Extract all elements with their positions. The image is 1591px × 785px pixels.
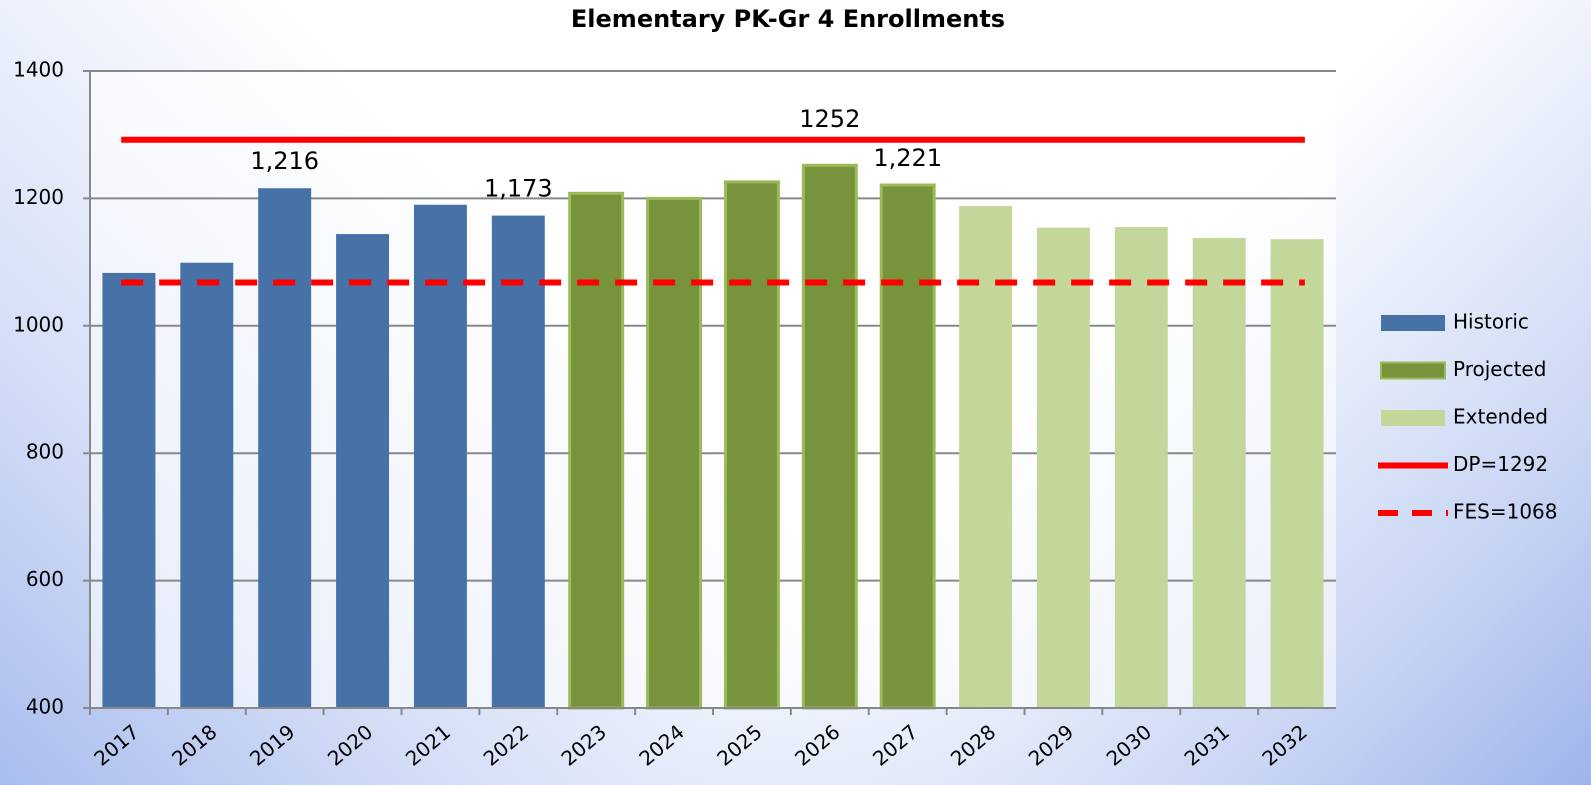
x-tick-label: 2025 (712, 720, 766, 771)
bar (180, 262, 234, 708)
bar (879, 183, 936, 710)
x-tick-label: 2020 (323, 720, 377, 771)
legend-label: FES=1068 (1453, 500, 1558, 524)
x-tick-label: 2028 (946, 720, 1000, 771)
y-tick-label: 1000 (13, 312, 64, 336)
legend-label: Extended (1453, 405, 1548, 429)
data-label: 1,173 (484, 175, 553, 203)
y-tick-label: 1400 (13, 58, 64, 82)
bar (959, 206, 1013, 708)
bar (491, 215, 545, 708)
y-tick-label: 1200 (13, 185, 64, 209)
x-tick-label: 2018 (167, 720, 221, 771)
x-tick-label: 2031 (1180, 720, 1234, 771)
x-tick-label: 2027 (868, 720, 922, 771)
bar (1036, 227, 1090, 708)
bar (1270, 239, 1324, 708)
legend-swatch (1380, 361, 1446, 380)
x-tick-label: 2029 (1024, 720, 1078, 771)
legend-swatch (1381, 410, 1445, 426)
x-tick-label: 2026 (790, 720, 844, 771)
data-label: 1252 (799, 105, 860, 133)
y-tick-label: 600 (26, 567, 64, 591)
bar (568, 191, 625, 710)
x-tick-label: 2030 (1102, 720, 1156, 771)
legend-label: Projected (1453, 357, 1546, 381)
data-label: 1,221 (873, 144, 942, 172)
x-tick-label: 2019 (245, 720, 299, 771)
bar (1114, 227, 1168, 708)
legend-label: DP=1292 (1453, 452, 1548, 476)
x-tick-label: 2032 (1257, 720, 1311, 771)
data-label: 1,216 (250, 147, 319, 175)
x-tick-label: 2023 (557, 720, 611, 771)
bar (801, 163, 858, 710)
legend-swatch (1381, 315, 1445, 331)
bar (336, 234, 390, 708)
bar (413, 204, 467, 708)
bar (723, 180, 780, 710)
x-tick-label: 2017 (89, 720, 143, 771)
y-tick-label: 800 (26, 440, 64, 464)
y-tick-label: 400 (26, 695, 64, 719)
bar (646, 196, 703, 710)
bar (102, 272, 156, 708)
bar (1192, 237, 1246, 709)
legend-label: Historic (1453, 310, 1529, 334)
x-tick-label: 2021 (401, 720, 455, 771)
x-tick-label: 2024 (634, 720, 688, 771)
chart-title: Elementary PK-Gr 4 Enrollments (571, 5, 1005, 33)
x-tick-label: 2022 (479, 720, 533, 771)
bar (258, 188, 312, 708)
